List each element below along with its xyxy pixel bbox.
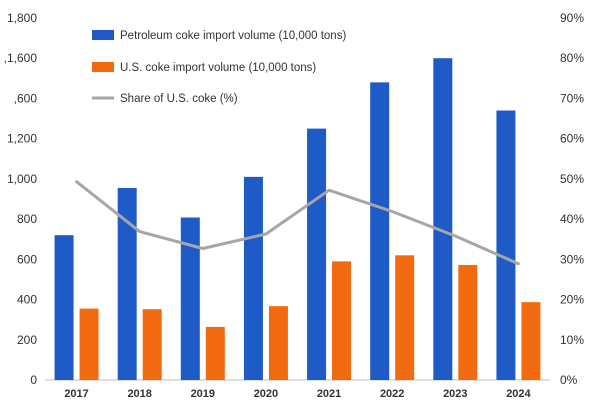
legend-swatch-petroleum-coke [92, 30, 114, 40]
petroleum-coke-bar [180, 217, 200, 380]
right-axis-tick-label: 70% [560, 91, 584, 105]
right-axis-tick-label: 40% [560, 212, 584, 226]
x-axis-tick-label: 2021 [317, 388, 341, 400]
us-coke-bar [268, 306, 288, 380]
right-axis-tick-label: 0% [560, 373, 578, 387]
left-axis-tick-label: 800 [17, 212, 37, 226]
left-axis-tick-label: ,600 [14, 91, 38, 105]
left-axis-tick-label: ,1,600 [4, 51, 38, 65]
left-axis-tick-label: 600 [17, 252, 37, 266]
us-coke-bar [142, 309, 162, 380]
petroleum-coke-bar [496, 110, 516, 380]
left-axis-tick-label: 0 [30, 373, 37, 387]
left-axis-tick-label: 1,800 [7, 11, 37, 25]
us-coke-bar [521, 302, 541, 380]
us-coke-bar [332, 261, 352, 380]
us-coke-bar [205, 326, 225, 380]
left-axis-tick-label: 200 [17, 333, 37, 347]
us-coke-bar [79, 308, 99, 380]
petroleum-coke-bar [54, 235, 74, 380]
bars-layer [54, 58, 541, 380]
petroleum-coke-bar [307, 128, 327, 380]
x-axis-tick-label: 2017 [64, 388, 88, 400]
right-axis-tick-label: 90% [560, 11, 584, 25]
legend: Petroleum coke import volume (10,000 ton… [92, 30, 346, 105]
x-axis-tick-label: 2024 [506, 388, 531, 400]
petroleum-coke-bar [433, 58, 453, 380]
x-axis-tick-label: 2022 [380, 388, 404, 400]
us-coke-share-line [75, 180, 520, 266]
line-layer [75, 180, 520, 266]
petroleum-coke-bar [370, 82, 390, 380]
right-axis-tick-label: 50% [560, 172, 584, 186]
left-axis-tick-label: 1,000 [7, 172, 37, 186]
left-axis-tick-label: 400 [17, 293, 37, 307]
axes-layer: 0 200 400 600 800 1,000 1,200 ,600 ,1,600 1,800 0%… [4, 11, 585, 400]
right-axis-tick-label: 60% [560, 132, 584, 146]
legend-swatch-us-coke [92, 62, 114, 72]
petroleum-coke-bar [117, 187, 137, 380]
x-axis-tick-label: 2020 [254, 388, 278, 400]
x-axis-tick-label: 2018 [127, 388, 151, 400]
right-axis-tick-label: 80% [560, 51, 584, 65]
us-coke-bar [395, 255, 415, 380]
legend-label: U.S. coke import volume (10,000 tons) [120, 62, 316, 74]
us-coke-bar [458, 264, 478, 380]
right-axis-tick-label: 20% [560, 293, 584, 307]
petroleum-coke-bar [243, 176, 263, 380]
right-axis-tick-label: 30% [560, 252, 584, 266]
right-axis-tick-label: 10% [560, 333, 584, 347]
x-axis-tick-label: 2023 [443, 388, 467, 400]
legend-label: Share of U.S. coke (%) [120, 93, 238, 105]
legend-label: Petroleum coke import volume (10,000 ton… [120, 30, 346, 42]
left-axis-tick-label: 1,200 [7, 132, 37, 146]
x-axis-tick-label: 2019 [191, 388, 215, 400]
